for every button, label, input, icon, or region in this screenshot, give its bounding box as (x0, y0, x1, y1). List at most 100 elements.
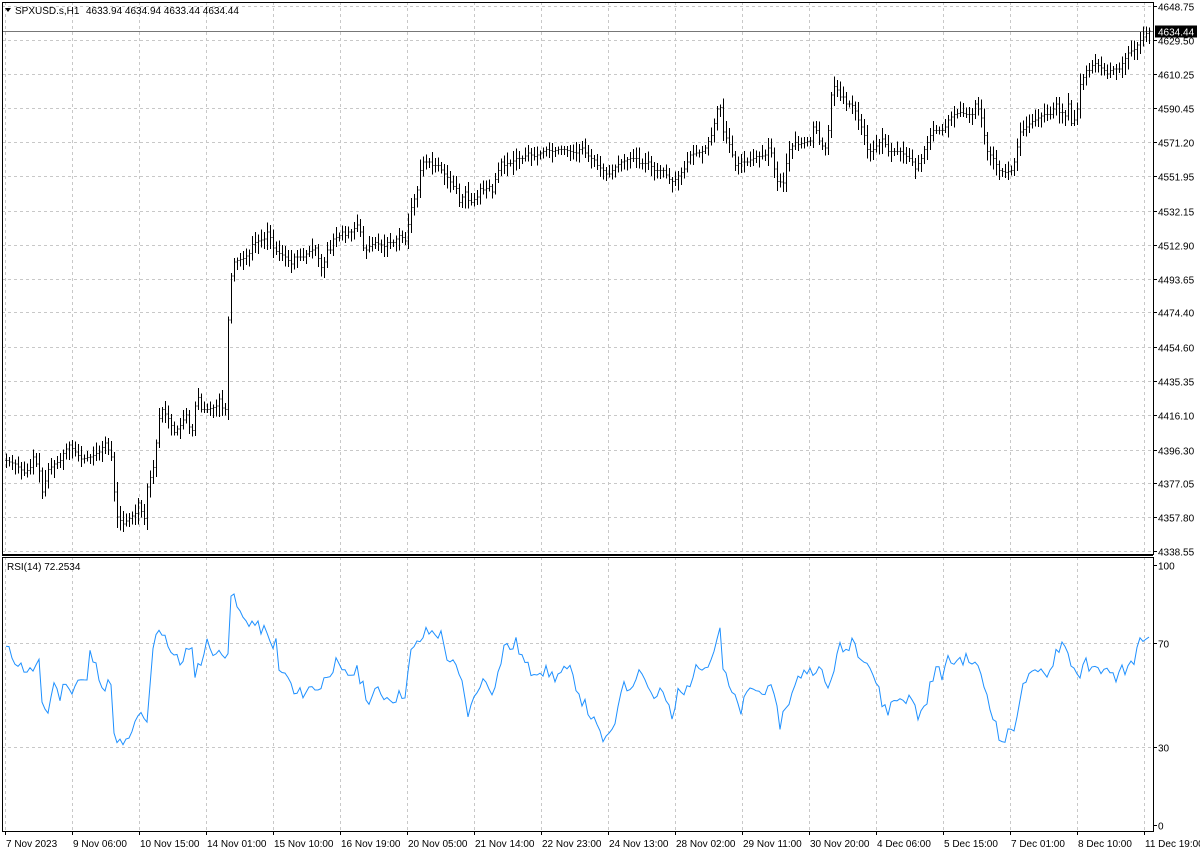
ohlc-bar (257, 234, 260, 254)
ohlc-bar (1094, 54, 1097, 73)
ohlc-bar (356, 214, 359, 233)
ohlc-bar (431, 152, 434, 175)
dropdown-triangle-icon[interactable] (5, 8, 11, 12)
ohlc-bar (182, 410, 185, 430)
ohlc-bar (893, 147, 896, 156)
ohlc-bar (647, 151, 650, 170)
ohlc-bar (299, 248, 302, 261)
price-tick-label: 4454.60 (1158, 344, 1195, 355)
ohlc-bar (986, 132, 989, 161)
ohlc-bar (896, 141, 899, 156)
price-tick-label: 4629.50 (1158, 37, 1195, 48)
ohlc-bar (1148, 27, 1151, 44)
ohlc-bar (1037, 109, 1040, 128)
ohlc-bar (176, 425, 179, 436)
ohlc-bar (602, 163, 605, 180)
ohlc-bar (134, 504, 137, 526)
ohlc-bar (524, 147, 527, 162)
ohlc-bar (1082, 74, 1085, 91)
ohlc-bar (575, 141, 578, 162)
ohlc-bar (461, 193, 464, 209)
ohlc-bar (287, 249, 290, 267)
ohlc-bar (1016, 138, 1019, 171)
ohlc-bar (1007, 161, 1010, 181)
ohlc-bar (722, 98, 725, 141)
ohlc-bar (500, 158, 503, 177)
ohlc-bar (239, 252, 242, 267)
ohlc-bar (8, 456, 11, 467)
ohlc-bar (515, 148, 518, 171)
ohlc-bar (1073, 110, 1076, 127)
ohlc-bar (497, 162, 500, 184)
ohlc-bar (848, 100, 851, 108)
ohlc-bar (473, 193, 476, 207)
ohlc-bar (818, 121, 821, 146)
price-tick-label: 4435.35 (1158, 378, 1195, 389)
ohlc-bar (248, 249, 251, 267)
x-tick-label: 24 Nov 13:00 (609, 839, 669, 850)
ohlc-bar (335, 226, 338, 247)
ohlc-bar (179, 418, 182, 439)
ohlc-bar (383, 234, 386, 258)
ohlc-bar (770, 138, 773, 158)
ohlc-bar (965, 107, 968, 119)
ohlc-bar (389, 233, 392, 250)
ohlc-bar (806, 136, 809, 147)
ohlc-bar (1001, 167, 1004, 178)
ohlc-bar (92, 446, 95, 466)
ohlc-bar (485, 180, 488, 199)
ohlc-bar (365, 244, 368, 259)
ohlc-bar (923, 145, 926, 164)
price-tick-label: 4610.25 (1158, 71, 1195, 82)
ohlc-bar (32, 449, 35, 475)
x-tick-label: 5 Dec 15:00 (944, 839, 998, 850)
ohlc-bar (1070, 100, 1073, 127)
ohlc-bar (797, 135, 800, 151)
ohlc-bar (41, 467, 44, 499)
ohlc-bar (107, 438, 110, 455)
ohlc-bar (1046, 104, 1049, 121)
current-price-label: 4634.44 (1158, 28, 1195, 39)
ohlc-bar (635, 147, 638, 169)
ohlc-bar (77, 443, 80, 462)
ohlc-bar (695, 144, 698, 157)
x-tick-label: 22 Nov 23:00 (542, 839, 602, 850)
ohlc-bar (83, 454, 86, 464)
ohlc-bar (371, 237, 374, 252)
price-tick-label: 4532.15 (1158, 208, 1195, 219)
ohlc-bar (650, 155, 653, 176)
ohlc-bar (971, 108, 974, 126)
x-tick-label: 11 Dec 19:00 (1145, 839, 1200, 850)
pane-frames (2, 2, 1154, 832)
ohlc-bar (233, 257, 236, 282)
ohlc-bar (164, 400, 167, 423)
price-tick-label: 4357.80 (1158, 514, 1195, 525)
ohlc-bar (833, 76, 836, 107)
ohlc-bar (932, 120, 935, 142)
ohlc-bar (359, 218, 362, 237)
price-tick-label: 4396.30 (1158, 447, 1195, 458)
ohlc-bar (1142, 26, 1145, 47)
ohlc-bar (491, 183, 494, 199)
ohlc-bar (1118, 62, 1121, 73)
ohlc-bar (1004, 163, 1007, 179)
ohlc-bar (884, 134, 887, 148)
ohlc-bar (110, 440, 113, 461)
ohlc-bar (122, 511, 125, 533)
ohlc-bar (989, 146, 992, 166)
ohlc-bar (1052, 102, 1055, 119)
ohlc-bar (362, 226, 365, 251)
ohlc-bar (131, 511, 134, 525)
ohlc-bar (941, 124, 944, 136)
ohlc-bar (632, 149, 635, 162)
ohlc-bar (437, 157, 440, 172)
ohlc-bar (1100, 56, 1103, 76)
ohlc-bar (1097, 58, 1100, 73)
ohlc-bar (1064, 109, 1067, 127)
ohlc-bar (1115, 63, 1118, 80)
ohlc-bar (1076, 102, 1079, 125)
ohlc-bar (170, 413, 173, 436)
ohlc-bar (710, 127, 713, 146)
ohlc-bar (494, 172, 497, 195)
rsi-line-layer (5, 593, 1150, 746)
